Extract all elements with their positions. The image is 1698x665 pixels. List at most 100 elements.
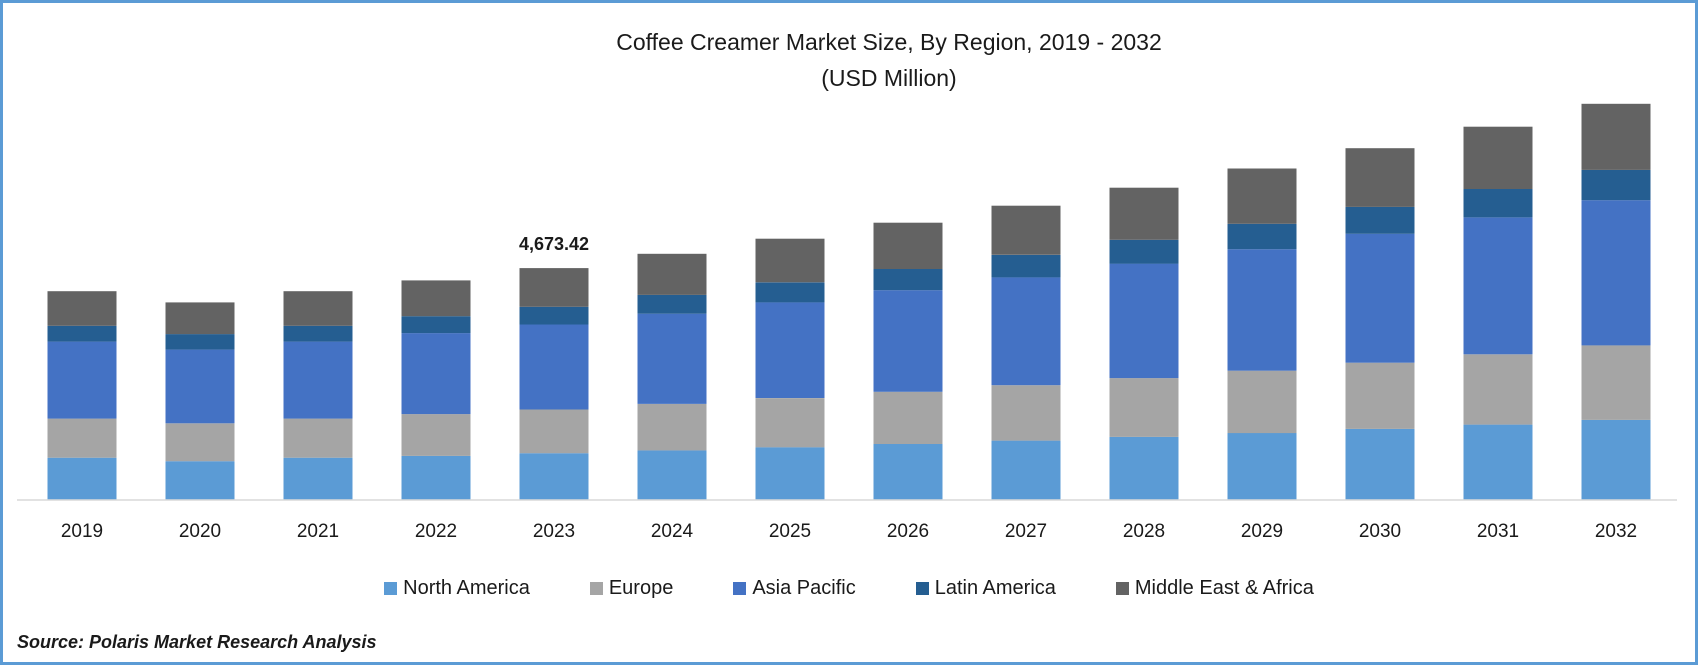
bar-segment-2022-asia-pacific xyxy=(401,333,471,415)
bar-segment-2029-middle-east-africa xyxy=(1227,168,1297,224)
bar-segment-2020-latin-america xyxy=(165,334,235,350)
bar-segment-2028-asia-pacific xyxy=(1109,263,1179,379)
bar-segment-2024-north-america xyxy=(637,450,707,500)
legend-item-europe: Europe xyxy=(589,577,674,600)
legend-label: Europe xyxy=(608,577,674,599)
bars-group xyxy=(47,103,1651,500)
legend-label: North America xyxy=(403,577,530,599)
bar-segment-2030-north-america xyxy=(1345,428,1415,500)
bar-segment-2031-asia-pacific xyxy=(1463,217,1533,355)
data-label-2023: 4,673.42 xyxy=(519,234,589,254)
bar-segment-2024-asia-pacific xyxy=(637,313,707,404)
bar-segment-2021-europe xyxy=(283,418,353,458)
bar-segment-2022-latin-america xyxy=(401,316,471,334)
bar-segment-2025-middle-east-africa xyxy=(755,238,825,283)
x-tick-label-2027: 2027 xyxy=(1005,521,1047,542)
bar-segment-2023-europe xyxy=(519,409,589,454)
bar-segment-2023-north-america xyxy=(519,453,589,500)
bar-segment-2021-asia-pacific xyxy=(283,341,353,419)
x-tick-label-2020: 2020 xyxy=(179,521,221,542)
bar-segment-2029-latin-america xyxy=(1227,223,1297,250)
x-tick-label-2028: 2028 xyxy=(1123,521,1165,542)
bar-segment-2019-asia-pacific xyxy=(47,341,117,419)
x-tick-label-2026: 2026 xyxy=(887,521,929,542)
bar-segment-2030-asia-pacific xyxy=(1345,233,1415,363)
stacked-bar-chart: Coffee Creamer Market Size, By Region, 2… xyxy=(17,29,1677,542)
chart-title: Coffee Creamer Market Size, By Region, 2… xyxy=(616,29,1161,55)
bar-segment-2021-north-america xyxy=(283,457,353,500)
x-tick-label-2025: 2025 xyxy=(769,521,811,542)
bar-segment-2028-middle-east-africa xyxy=(1109,187,1179,240)
legend-item-latin-america: Latin America xyxy=(915,577,1056,600)
bar-segment-2031-north-america xyxy=(1463,424,1533,500)
bar-segment-2026-middle-east-africa xyxy=(873,222,943,269)
x-tick-labels: 2019 2020 2021 2022 2023 2024 2025 2026 2027 2028… xyxy=(61,521,1637,542)
x-tick-label-2019: 2019 xyxy=(61,521,103,542)
bar-segment-2031-middle-east-africa xyxy=(1463,126,1533,189)
bar-segment-2024-latin-america xyxy=(637,294,707,314)
x-tick-label-2023: 2023 xyxy=(533,521,575,542)
x-tick-label-2022: 2022 xyxy=(415,521,457,542)
legend-swatch xyxy=(384,582,398,595)
source-note: Source: Polaris Market Research Analysis xyxy=(17,632,377,652)
bar-segment-2020-middle-east-africa xyxy=(165,302,235,335)
bar-segment-2027-asia-pacific xyxy=(991,277,1061,386)
legend-label: Asia Pacific xyxy=(752,577,856,599)
data-labels: 4,673.42 xyxy=(519,234,589,254)
bar-segment-2028-latin-america xyxy=(1109,239,1179,264)
bar-segment-2027-europe xyxy=(991,385,1061,441)
bar-segment-2022-europe xyxy=(401,414,471,456)
bar-segment-2029-north-america xyxy=(1227,433,1297,500)
x-tick-label-2031: 2031 xyxy=(1477,521,1519,542)
x-tick-label-2030: 2030 xyxy=(1359,521,1401,542)
bar-segment-2020-europe xyxy=(165,423,235,462)
bar-segment-2031-europe xyxy=(1463,354,1533,425)
bar-segment-2021-latin-america xyxy=(283,325,353,342)
legend-item-middle-east-africa: Middle East & Africa xyxy=(1115,577,1314,600)
bar-segment-2022-middle-east-africa xyxy=(401,280,471,317)
legend-label: Middle East & Africa xyxy=(1134,577,1314,599)
legend-swatch xyxy=(915,582,929,595)
bar-segment-2030-europe xyxy=(1345,362,1415,429)
bar-segment-2027-middle-east-africa xyxy=(991,205,1061,255)
bar-segment-2023-asia-pacific xyxy=(519,324,589,410)
bar-segment-2029-europe xyxy=(1227,370,1297,434)
legend-label: Latin America xyxy=(934,577,1056,599)
bar-segment-2031-latin-america xyxy=(1463,188,1533,218)
bar-segment-2019-latin-america xyxy=(47,325,117,342)
bar-segment-2025-latin-america xyxy=(755,282,825,303)
bar-segment-2019-north-america xyxy=(47,457,117,500)
bar-segment-2020-asia-pacific xyxy=(165,349,235,424)
bar-segment-2030-latin-america xyxy=(1345,206,1415,234)
x-tick-label-2021: 2021 xyxy=(297,521,339,542)
bar-segment-2030-middle-east-africa xyxy=(1345,148,1415,207)
bar-segment-2026-north-america xyxy=(873,444,943,500)
bar-segment-2024-europe xyxy=(637,404,707,451)
bar-segment-2032-europe xyxy=(1581,345,1651,420)
bar-segment-2027-north-america xyxy=(991,440,1061,500)
x-tick-label-2029: 2029 xyxy=(1241,521,1283,542)
chart-subtitle: (USD Million) xyxy=(821,65,956,91)
bar-segment-2032-middle-east-africa xyxy=(1581,103,1651,170)
bar-segment-2021-middle-east-africa xyxy=(283,291,353,326)
bar-segment-2029-asia-pacific xyxy=(1227,249,1297,371)
bar-segment-2028-europe xyxy=(1109,378,1179,437)
bar-segment-2019-europe xyxy=(47,418,117,458)
bar-segment-2026-asia-pacific xyxy=(873,290,943,392)
bar-segment-2026-latin-america xyxy=(873,269,943,291)
bar-segment-2023-latin-america xyxy=(519,306,589,325)
bar-segment-2022-north-america xyxy=(401,455,471,500)
bar-segment-2028-north-america xyxy=(1109,436,1179,500)
bar-segment-2027-latin-america xyxy=(991,254,1061,278)
bar-segment-2023-middle-east-africa xyxy=(519,268,589,307)
bar-segment-2025-north-america xyxy=(755,447,825,500)
legend-swatch xyxy=(1115,582,1129,595)
bar-segment-2024-middle-east-africa xyxy=(637,253,707,295)
bar-segment-2032-asia-pacific xyxy=(1581,200,1651,346)
bar-segment-2032-north-america xyxy=(1581,419,1651,500)
x-tick-label-2032: 2032 xyxy=(1595,521,1637,542)
bar-segment-2020-north-america xyxy=(165,461,235,500)
bar-segment-2019-middle-east-africa xyxy=(47,291,117,326)
bar-segment-2025-europe xyxy=(755,398,825,448)
